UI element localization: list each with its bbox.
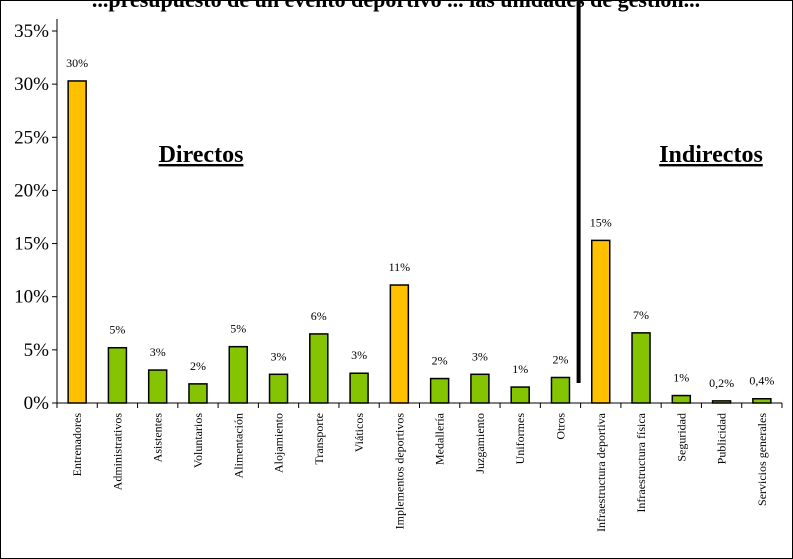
data-label: 3% (150, 345, 166, 359)
data-label: 6% (311, 309, 327, 323)
data-label: 0,4% (749, 374, 774, 388)
category-label: Implementos deportivos (392, 413, 406, 530)
group-label-indirectos: Indirectos (659, 142, 763, 168)
category-label: Infraestructura deportiva (594, 412, 608, 532)
category-label: Servicios generales (755, 413, 769, 506)
group-label-directos: Directos (159, 142, 244, 168)
bar (429, 377, 450, 404)
data-label: 3% (472, 349, 488, 363)
bar (671, 394, 692, 404)
bar (510, 386, 530, 404)
bar (631, 332, 651, 404)
data-label: 1% (673, 371, 689, 385)
bar (309, 333, 329, 404)
category-label: Alojamiento (272, 413, 286, 473)
y-tick-label: 35% (14, 21, 49, 42)
data-label: 11% (389, 260, 411, 274)
y-tick-label: 30% (14, 74, 49, 95)
y-tick-label: 25% (14, 127, 49, 148)
category-label: Juzgamiento (473, 413, 487, 474)
data-label: 30% (66, 56, 88, 70)
category-label: Transporte (312, 413, 326, 465)
bar (550, 376, 571, 404)
bar (349, 372, 369, 404)
category-label: Publicidad (715, 413, 729, 464)
bar (711, 400, 732, 404)
data-label: 5% (230, 322, 246, 336)
bar (228, 345, 248, 404)
data-label: 1% (512, 362, 528, 376)
category-label: Medallería (433, 412, 447, 465)
bar (389, 284, 410, 404)
category-label: Entrenadores (70, 413, 84, 477)
category-label: Alimentación (231, 413, 245, 478)
y-tick-label: 0% (24, 393, 50, 414)
data-label: 0,2% (709, 376, 734, 390)
bar (470, 373, 490, 404)
bar (188, 383, 208, 404)
category-label: Seguridad (674, 413, 688, 462)
data-label: 5% (109, 323, 125, 337)
bar (591, 239, 611, 404)
bar (752, 397, 772, 404)
chart-title: ...presupuesto de un evento deportivo ..… (92, 0, 700, 12)
data-label: 2% (552, 352, 568, 366)
bar (147, 369, 168, 404)
category-label: Viáticos (352, 413, 366, 453)
bar (268, 373, 289, 404)
data-label: 3% (271, 349, 287, 363)
bar (107, 346, 128, 404)
category-label: Administrativos (110, 413, 124, 491)
category-label: Uniformes (513, 413, 527, 465)
data-label: 15% (590, 215, 612, 229)
category-label: Infraestructura física (634, 412, 648, 512)
category-label: Asistentes (151, 413, 165, 463)
y-tick-label: 10% (14, 287, 49, 308)
bar (67, 80, 87, 404)
y-tick-label: 15% (14, 234, 49, 255)
y-tick-label: 20% (14, 180, 49, 201)
data-label: 2% (432, 354, 448, 368)
data-label: 3% (351, 348, 367, 362)
data-label: 2% (190, 359, 206, 373)
data-label: 7% (633, 308, 649, 322)
y-tick-label: 5% (24, 340, 50, 361)
category-label: Voluntarios (191, 413, 205, 468)
category-label: Otros (553, 413, 567, 440)
